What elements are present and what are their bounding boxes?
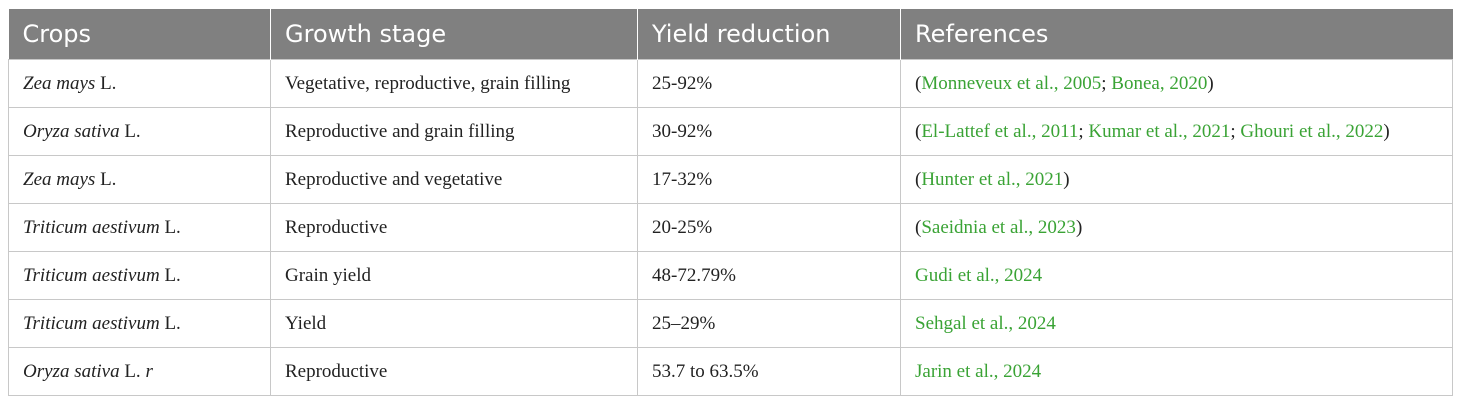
references-cell: Jarin et al., 2024 xyxy=(900,347,1453,396)
crop-cell: Triticum aestivum L. xyxy=(8,299,271,348)
crop-species-name: Triticum aestivum xyxy=(23,216,160,238)
header-crops: Crops xyxy=(8,9,271,60)
crop-cell: Oryza sativa L. xyxy=(8,107,271,156)
reference-link[interactable]: Sehgal et al., 2024 xyxy=(915,312,1056,334)
references-cell: (Saeidnia et al., 2023) xyxy=(900,203,1453,252)
table-row: Triticum aestivum L. Grain yield 48-72.79%… xyxy=(8,251,1453,300)
table-header: Crops Growth stage Yield reduction Refer… xyxy=(8,9,1453,60)
reference-link[interactable]: Bonea, 2020 xyxy=(1111,72,1208,94)
reference-link[interactable]: Kumar et al., 2021 xyxy=(1088,120,1231,142)
growth-stage-cell: Grain yield xyxy=(270,251,638,300)
reference-link[interactable]: Ghouri et al., 2022 xyxy=(1240,120,1384,142)
crop-cell: Zea mays L. xyxy=(8,59,271,108)
crop-species-name: Triticum aestivum xyxy=(23,264,160,286)
references-cell: Sehgal et al., 2024 xyxy=(900,299,1453,348)
crop-species-name: Oryza sativa xyxy=(23,120,120,142)
reference-link[interactable]: Hunter et al., 2021 xyxy=(921,168,1064,190)
crop-species-name: Oryza sativa xyxy=(23,360,120,382)
ref-separator: ; xyxy=(1078,120,1089,142)
table-row: Zea mays L. Reproductive and vegetative 17… xyxy=(8,155,1453,204)
ref-open-paren: ( xyxy=(915,216,922,238)
ref-open-paren: ( xyxy=(915,72,922,94)
crop-suffix-italic: r xyxy=(145,360,153,382)
growth-stage-cell: Reproductive and grain filling xyxy=(270,107,638,156)
crop-cell: Triticum aestivum L. xyxy=(8,251,271,300)
ref-close-paren: ) xyxy=(1075,216,1083,238)
references-cell: (El-Lattef et al., 2011; Kumar et al., 2… xyxy=(900,107,1453,156)
table-row: Triticum aestivum L. Yield 25–29% Sehgal et… xyxy=(8,299,1453,348)
header-growth-stage: Growth stage xyxy=(270,9,638,60)
yield-reduction-cell: 53.7 to 63.5% xyxy=(637,347,901,396)
yield-reduction-cell: 20-25% xyxy=(637,203,901,252)
growth-stage-cell: Reproductive and vegetative xyxy=(270,155,638,204)
crop-cell: Triticum aestivum L. xyxy=(8,203,271,252)
growth-stage-cell: Reproductive xyxy=(270,203,638,252)
reference-link[interactable]: El-Lattef et al., 2011 xyxy=(921,120,1079,142)
references-cell: (Monneveux et al., 2005; Bonea, 2020) xyxy=(900,59,1453,108)
ref-close-paren: ) xyxy=(1207,72,1214,94)
crop-species-name: Triticum aestivum xyxy=(23,312,160,334)
crop-cell: Zea mays L. xyxy=(8,155,271,204)
crop-species-name: Zea mays xyxy=(23,72,96,94)
crop-yield-table-container: Crops Growth stage Yield reduction Refer… xyxy=(8,9,1453,396)
reference-link[interactable]: Jarin et al., 2024 xyxy=(915,360,1042,382)
header-yield-reduction: Yield reduction xyxy=(637,9,901,60)
crop-authority: L. xyxy=(95,72,117,94)
crop-authority: L. xyxy=(119,360,146,382)
table-body: Zea mays L. Vegetative, reproductive, gra… xyxy=(8,59,1453,396)
ref-close-paren: ) xyxy=(1063,168,1070,190)
ref-open-paren: ( xyxy=(915,120,922,142)
table-row: Oryza sativa L. r Reproductive 53.7 to 63.… xyxy=(8,347,1453,396)
yield-reduction-cell: 25-92% xyxy=(637,59,901,108)
crop-authority: L. xyxy=(159,312,181,334)
header-row: Crops Growth stage Yield reduction Refer… xyxy=(8,9,1453,60)
yield-reduction-cell: 30-92% xyxy=(637,107,901,156)
ref-separator: ; xyxy=(1230,120,1241,142)
crop-yield-table: Crops Growth stage Yield reduction Refer… xyxy=(8,9,1453,396)
references-cell: (Hunter et al., 2021) xyxy=(900,155,1453,204)
table-row: Oryza sativa L. Reproductive and grain fi… xyxy=(8,107,1453,156)
yield-reduction-cell: 25–29% xyxy=(637,299,901,348)
ref-open-paren: ( xyxy=(915,168,922,190)
ref-separator: ; xyxy=(1101,72,1112,94)
crop-authority: L. xyxy=(119,120,141,142)
growth-stage-cell: Reproductive xyxy=(270,347,638,396)
yield-reduction-cell: 17-32% xyxy=(637,155,901,204)
growth-stage-cell: Yield xyxy=(270,299,638,348)
ref-close-paren: ) xyxy=(1383,120,1390,142)
crop-authority: L. xyxy=(159,216,181,238)
reference-link[interactable]: Saeidnia et al., 2023 xyxy=(921,216,1076,238)
header-references: References xyxy=(900,9,1453,60)
crop-authority: L. xyxy=(159,264,181,286)
reference-link[interactable]: Gudi et al., 2024 xyxy=(915,264,1043,286)
crop-species-name: Zea mays xyxy=(23,168,96,190)
yield-reduction-cell: 48-72.79% xyxy=(637,251,901,300)
table-row: Triticum aestivum L. Reproductive 20-25% (S… xyxy=(8,203,1453,252)
reference-link[interactable]: Monneveux et al., 2005 xyxy=(921,72,1102,94)
table-row: Zea mays L. Vegetative, reproductive, gra… xyxy=(8,59,1453,108)
crop-cell: Oryza sativa L. r xyxy=(8,347,271,396)
references-cell: Gudi et al., 2024 xyxy=(900,251,1453,300)
growth-stage-cell: Vegetative, reproductive, grain filling xyxy=(270,59,638,108)
crop-authority: L. xyxy=(95,168,117,190)
